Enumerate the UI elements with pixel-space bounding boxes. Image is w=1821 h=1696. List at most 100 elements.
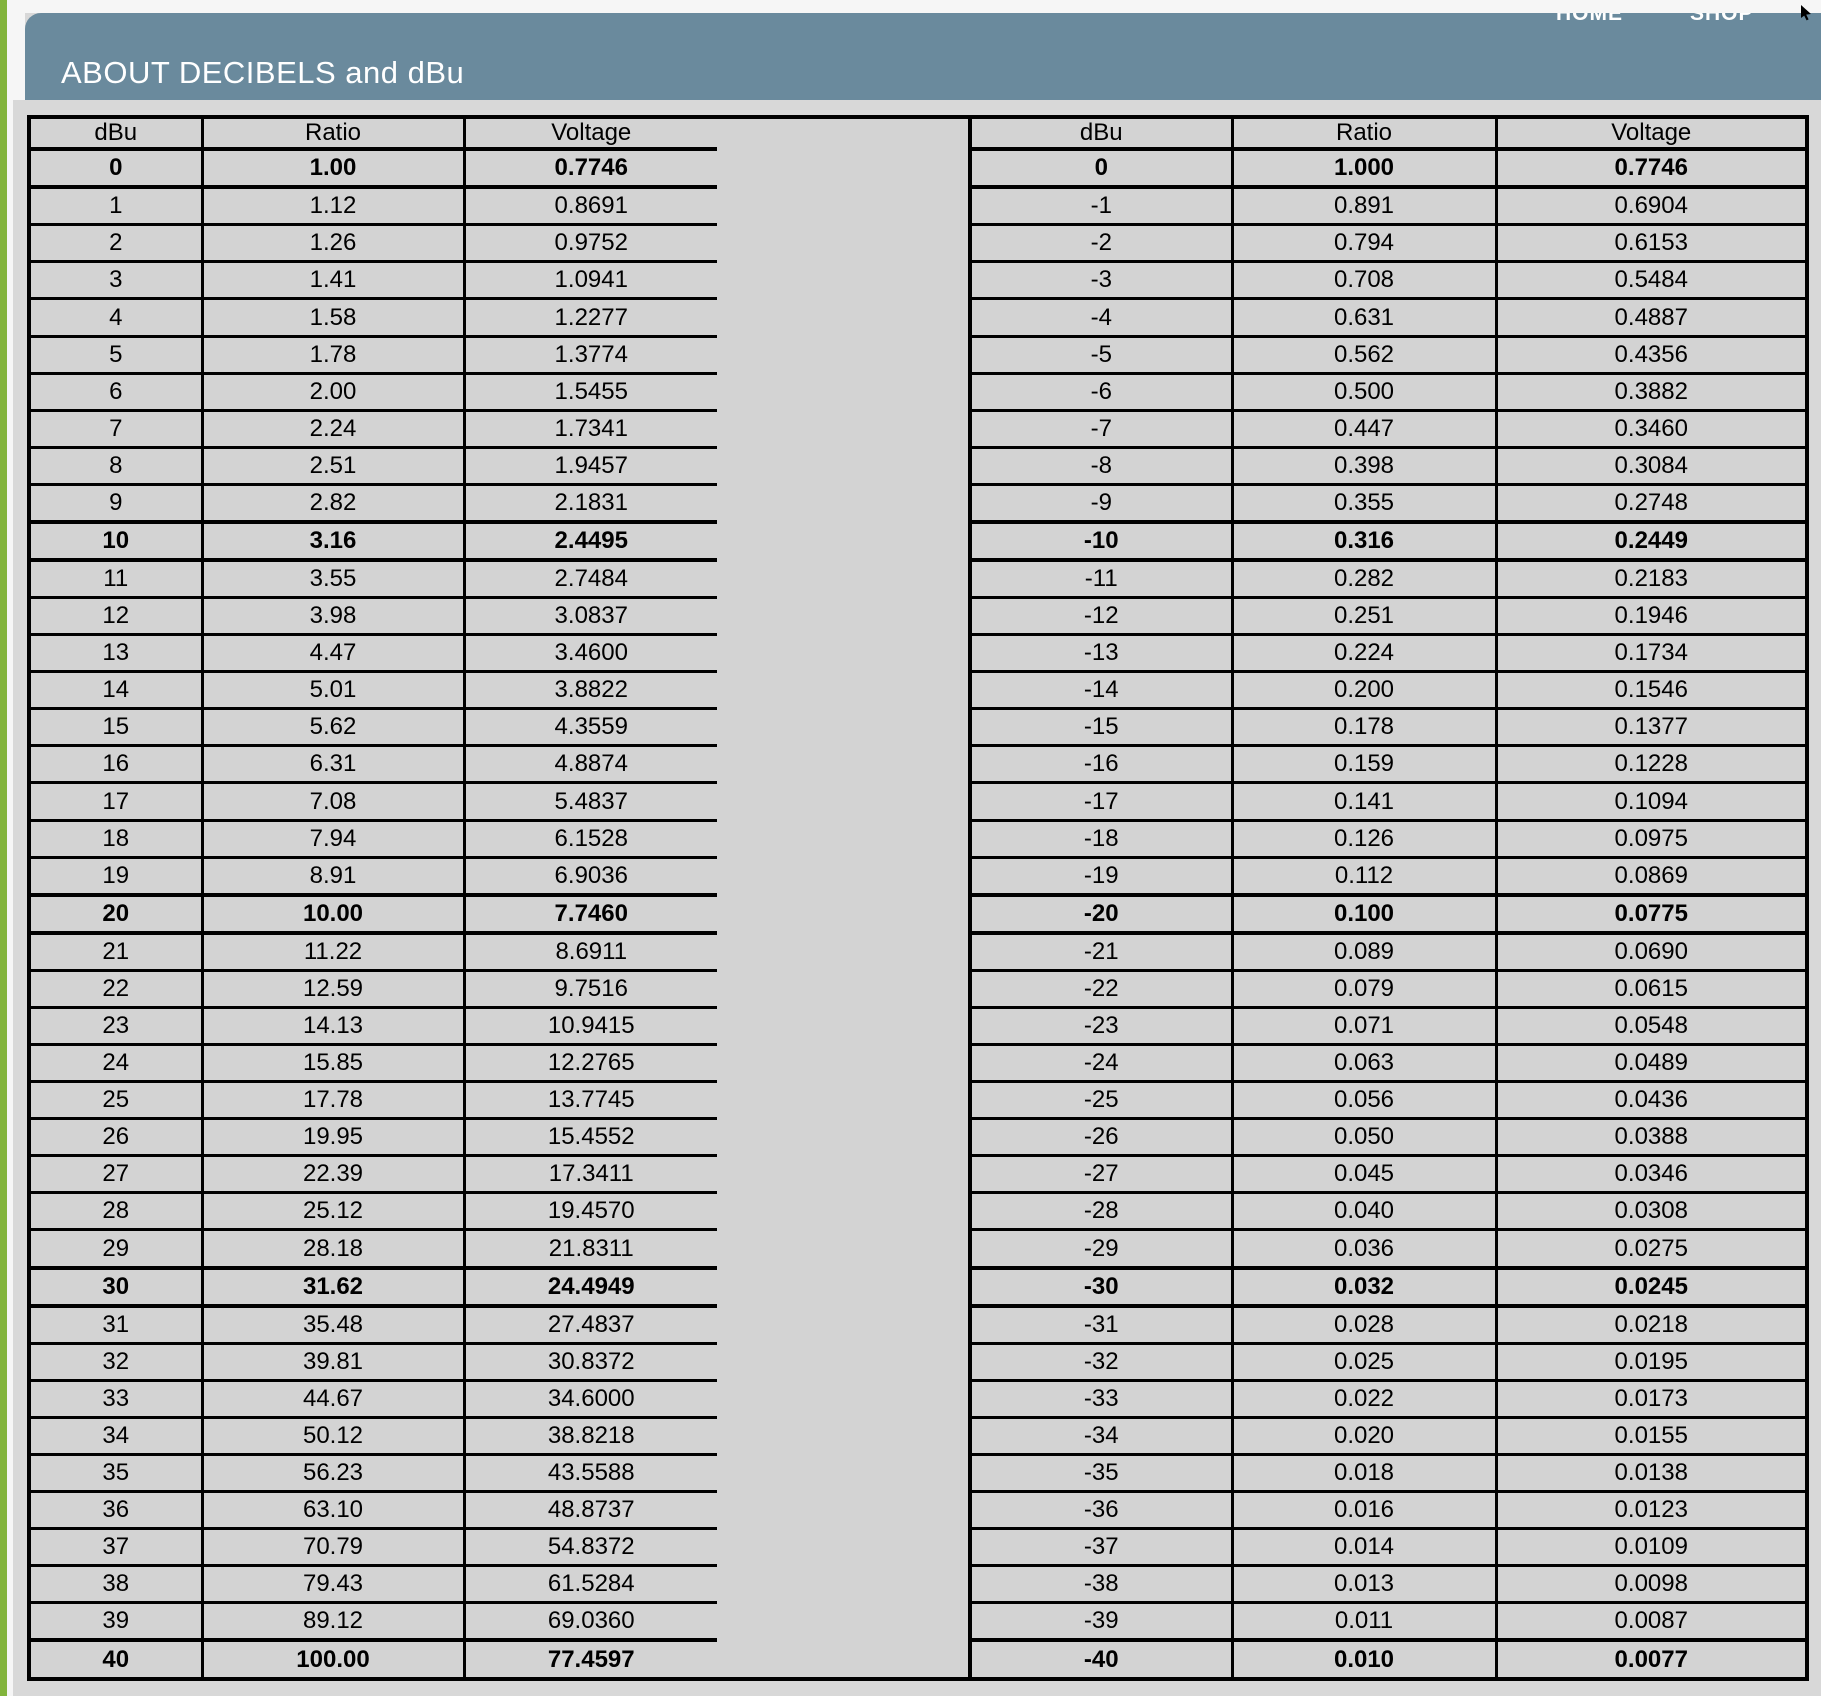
cell-dbu: 40 (27, 1638, 204, 1681)
cell-voltage: 0.0436 (1494, 1080, 1809, 1121)
cell-dbu: 23 (27, 1006, 204, 1047)
cell-dbu: 36 (27, 1490, 204, 1531)
cell-voltage: 43.5588 (462, 1453, 721, 1494)
table-row: 32 39.81 30.8372 (27, 1341, 721, 1383)
table-header-row: dBu Ratio Voltage (968, 115, 1809, 151)
cell-ratio: 0.178 (1230, 707, 1498, 748)
cell-dbu: -9 (968, 482, 1234, 524)
table-row: 12 3.98 3.0837 (27, 596, 721, 637)
table-row: -34 0.020 0.0155 (968, 1416, 1809, 1457)
table-row: -1 0.891 0.6904 (968, 185, 1809, 227)
cell-dbu: -24 (968, 1043, 1234, 1084)
cell-ratio: 0.159 (1230, 744, 1498, 785)
cell-dbu: 28 (27, 1191, 204, 1232)
table-row: -40 0.010 0.0077 (968, 1638, 1809, 1681)
table-row: -30 0.032 0.0245 (968, 1265, 1809, 1308)
cell-ratio: 0.447 (1230, 408, 1498, 449)
table-row: 39 89.12 69.0360 (27, 1601, 721, 1642)
cell-ratio: 1.12 (200, 185, 466, 227)
cell-voltage: 0.7746 (462, 146, 721, 190)
cell-ratio: 1.000 (1230, 146, 1498, 190)
cell-dbu: 10 (27, 519, 204, 563)
cell-ratio: 0.011 (1230, 1601, 1498, 1642)
table-row: 20 10.00 7.7460 (27, 892, 721, 935)
cell-dbu: -16 (968, 744, 1234, 785)
cell-voltage: 1.0941 (462, 260, 721, 301)
table-row: 31 35.48 27.4837 (27, 1304, 721, 1345)
cell-dbu: 20 (27, 892, 204, 935)
cell-dbu: -30 (968, 1265, 1234, 1308)
table-row: 0 1.00 0.7746 (27, 146, 721, 190)
cell-dbu: -34 (968, 1416, 1234, 1457)
table-row: -7 0.447 0.3460 (968, 408, 1809, 449)
table-row: -36 0.016 0.0123 (968, 1490, 1809, 1531)
cell-ratio: 0.032 (1230, 1265, 1498, 1308)
cell-ratio: 0.018 (1230, 1453, 1498, 1494)
cell-ratio: 0.050 (1230, 1117, 1498, 1158)
table-row: -17 0.141 0.1094 (968, 781, 1809, 822)
table-row: 2 1.26 0.9752 (27, 223, 721, 264)
table-row: -29 0.036 0.0275 (968, 1228, 1809, 1270)
cell-dbu: -6 (968, 371, 1234, 412)
cell-dbu: -13 (968, 633, 1234, 674)
table-row: -9 0.355 0.2748 (968, 482, 1809, 524)
cell-dbu: 16 (27, 744, 204, 785)
cell-ratio: 0.016 (1230, 1490, 1498, 1531)
cell-dbu: -8 (968, 445, 1234, 486)
table-row: -19 0.112 0.0869 (968, 855, 1809, 897)
table-row: -2 0.794 0.6153 (968, 223, 1809, 264)
cell-ratio: 5.62 (200, 707, 466, 748)
cell-voltage: 0.0388 (1494, 1117, 1809, 1158)
cell-voltage: 2.1831 (462, 482, 721, 524)
cell-dbu: -36 (968, 1490, 1234, 1531)
top-strip (7, 0, 1821, 13)
cell-dbu: -2 (968, 223, 1234, 264)
cell-dbu: 25 (27, 1080, 204, 1121)
cell-voltage: 0.0975 (1494, 818, 1809, 859)
cell-ratio: 0.022 (1230, 1379, 1498, 1420)
col-header-voltage: Voltage (1494, 115, 1809, 151)
cell-voltage: 69.0360 (462, 1601, 721, 1642)
cell-ratio: 50.12 (200, 1416, 466, 1457)
cell-voltage: 0.1546 (1494, 670, 1809, 711)
cell-dbu: 9 (27, 482, 204, 524)
cell-voltage: 24.4949 (462, 1265, 721, 1308)
cell-ratio: 0.010 (1230, 1638, 1498, 1681)
cell-dbu: -3 (968, 260, 1234, 301)
cell-ratio: 14.13 (200, 1006, 466, 1047)
cell-voltage: 0.0123 (1494, 1490, 1809, 1531)
cell-dbu: 3 (27, 260, 204, 301)
table-row: 23 14.13 10.9415 (27, 1006, 721, 1047)
cell-ratio: 1.00 (200, 146, 466, 190)
cell-ratio: 0.040 (1230, 1191, 1498, 1232)
cell-dbu: 26 (27, 1117, 204, 1158)
table-row: -37 0.014 0.0109 (968, 1527, 1809, 1568)
cell-ratio: 0.063 (1230, 1043, 1498, 1084)
cell-dbu: 24 (27, 1043, 204, 1084)
cell-ratio: 1.58 (200, 297, 466, 338)
cell-ratio: 17.78 (200, 1080, 466, 1121)
cell-ratio: 70.79 (200, 1527, 466, 1568)
cell-ratio: 0.028 (1230, 1304, 1498, 1345)
cell-dbu: 17 (27, 781, 204, 822)
table-row: 22 12.59 9.7516 (27, 969, 721, 1010)
cell-ratio: 0.045 (1230, 1154, 1498, 1195)
cell-ratio: 11.22 (200, 931, 466, 973)
table-row: -35 0.018 0.0138 (968, 1453, 1809, 1494)
cell-voltage: 48.8737 (462, 1490, 721, 1531)
cell-ratio: 0.708 (1230, 260, 1498, 301)
cell-dbu: 27 (27, 1154, 204, 1195)
table-row: 18 7.94 6.1528 (27, 818, 721, 859)
table-row: 9 2.82 2.1831 (27, 482, 721, 524)
cell-dbu: -25 (968, 1080, 1234, 1121)
cell-dbu: 37 (27, 1527, 204, 1568)
table-row: 28 25.12 19.4570 (27, 1191, 721, 1232)
table-row: -39 0.011 0.0087 (968, 1601, 1809, 1642)
cell-ratio: 0.020 (1230, 1416, 1498, 1457)
cell-voltage: 0.0218 (1494, 1304, 1809, 1345)
middle-spacer-cell (717, 115, 968, 1681)
cell-voltage: 61.5284 (462, 1564, 721, 1605)
cell-dbu: -38 (968, 1564, 1234, 1605)
cell-voltage: 0.0346 (1494, 1154, 1809, 1195)
